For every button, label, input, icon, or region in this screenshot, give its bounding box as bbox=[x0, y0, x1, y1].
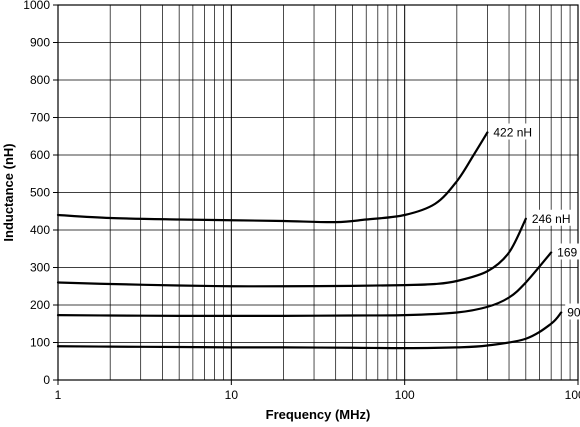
series-label-background bbox=[555, 243, 580, 260]
x-tick-label: 100 bbox=[395, 388, 415, 402]
series-line bbox=[56, 217, 527, 288]
x-tick-label: 10 bbox=[225, 388, 239, 402]
series-label: 169 nH bbox=[557, 246, 580, 260]
y-tick-label: 500 bbox=[30, 186, 50, 200]
series-line bbox=[56, 131, 489, 224]
series-line bbox=[56, 311, 563, 350]
y-tick-label: 400 bbox=[30, 223, 50, 237]
series-labels: 422 nH 246 nH 169 nH 90 nH bbox=[491, 123, 580, 320]
series-label-background bbox=[491, 123, 535, 140]
series-label: 422 nH bbox=[493, 126, 532, 140]
y-tick-label: 700 bbox=[30, 111, 50, 125]
y-tick-label: 800 bbox=[30, 73, 50, 87]
x-tick-label: 1000 bbox=[565, 388, 580, 402]
y-tick-label: 100 bbox=[30, 336, 50, 350]
y-axis-title: Inductance (nH) bbox=[1, 143, 16, 241]
y-tick-label: 0 bbox=[43, 373, 50, 387]
grid bbox=[57, 4, 579, 381]
y-tick-label: 1000 bbox=[23, 0, 50, 12]
series-label-background bbox=[529, 209, 573, 226]
x-axis-title: Frequency (MHz) bbox=[266, 407, 371, 422]
x-tick-label: 1 bbox=[55, 388, 62, 402]
series-line bbox=[56, 251, 553, 318]
series-label: 246 nH bbox=[532, 212, 571, 226]
y-axis-ticks: 0 100 200 300 400 500 600 700 800 900 1000 bbox=[23, 0, 58, 387]
y-tick-label: 300 bbox=[30, 261, 50, 275]
y-tick-label: 900 bbox=[30, 36, 50, 50]
x-axis-ticks: 1 10 100 1000 bbox=[55, 380, 580, 402]
series-label-background bbox=[565, 303, 580, 320]
series-group bbox=[56, 131, 563, 350]
y-tick-label: 600 bbox=[30, 148, 50, 162]
series-label: 90 nH bbox=[567, 306, 580, 320]
y-tick-label: 200 bbox=[30, 298, 50, 312]
